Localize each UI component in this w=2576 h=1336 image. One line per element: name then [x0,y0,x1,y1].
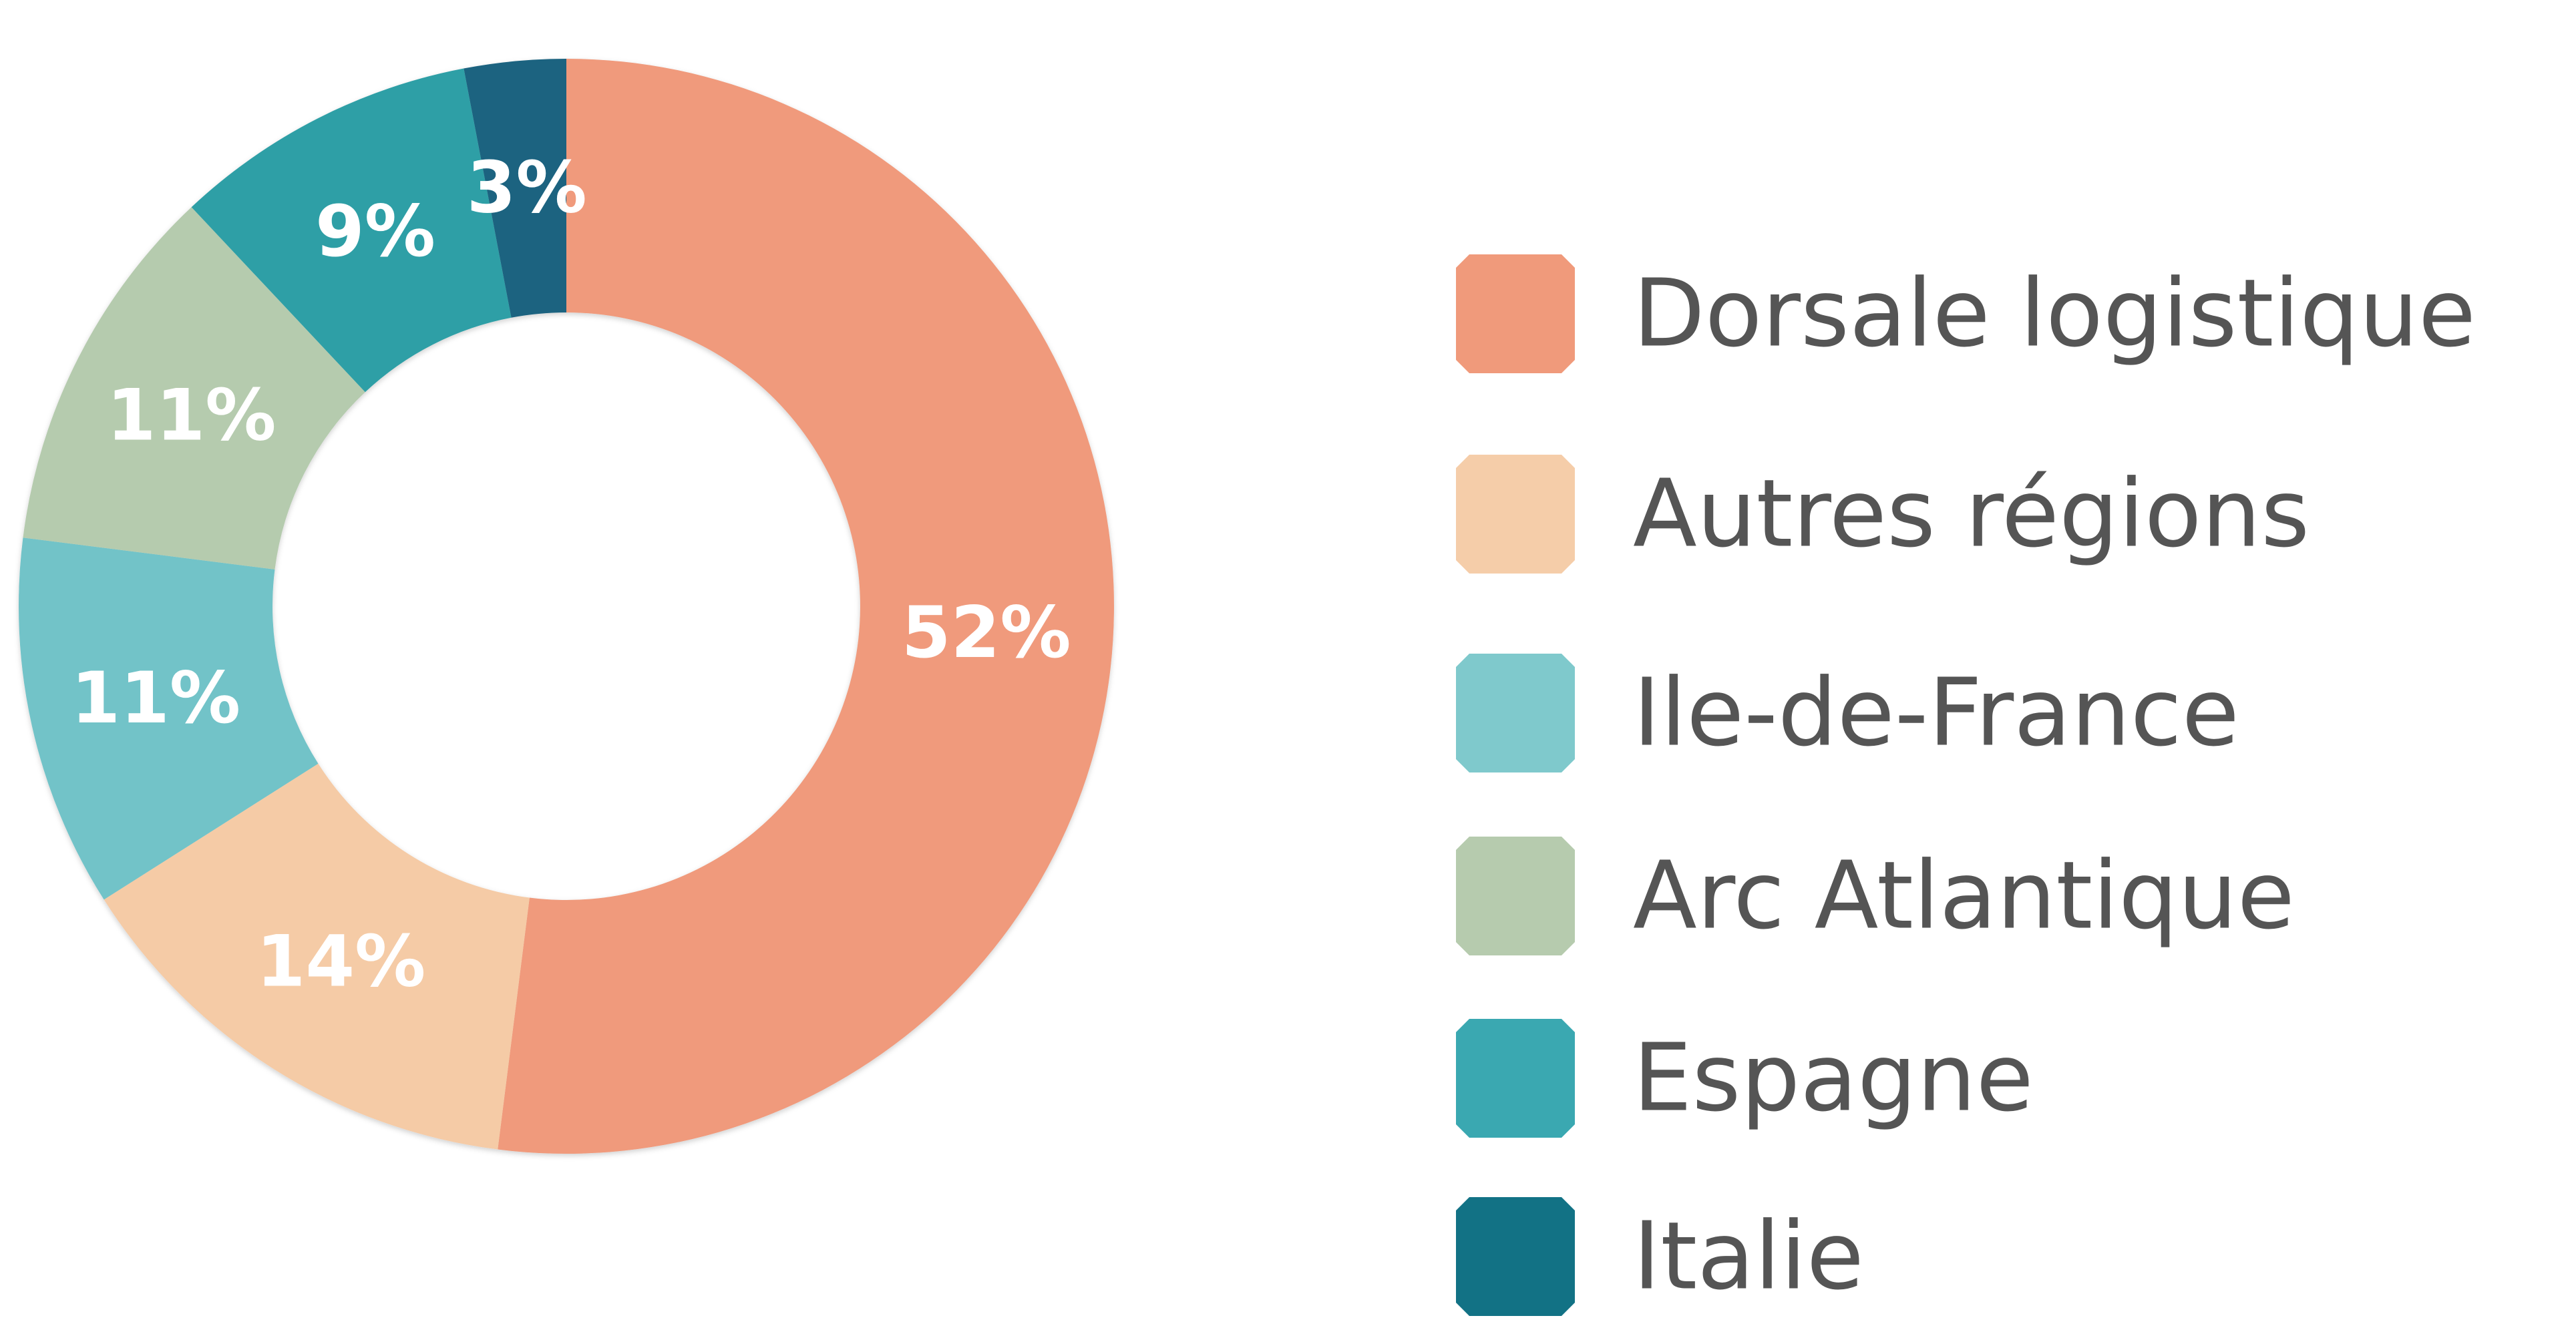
legend-label-ile-de-france: Ile-de-France [1633,659,2239,768]
donut-value-labels: 52% 14% 11% 11% 9% 3% [71,146,1071,1002]
slice-value-label: 14% [256,920,426,1002]
legend-swatch-espagne [1456,1019,1575,1138]
donut-slices [18,59,1114,1154]
slice-arc-atlantique [23,207,365,570]
slice-italie [464,59,566,318]
slice-dorsale-logistique [498,59,1114,1154]
legend-swatch-arc-atlantique [1456,837,1575,955]
slice-autres-regions [104,763,530,1150]
legend-swatch-dorsale-logistique [1456,254,1575,373]
legend-label-italie: Italie [1633,1202,1864,1311]
slice-espagne [191,68,512,393]
slice-value-label: 11% [71,657,240,739]
slice-value-label: 9% [315,190,435,272]
legend-swatch-autres-regions [1456,455,1575,574]
slice-value-label: 52% [902,592,1071,674]
slice-value-label: 3% [467,146,587,228]
legend-label-autres-regions: Autres régions [1633,460,2310,569]
legend: Dorsale logistique Autres régions Ile-de-F… [1456,254,2476,1316]
legend-swatch-ile-de-france [1456,654,1575,772]
legend-label-arc-atlantique: Arc Atlantique [1633,842,2295,951]
legend-label-dorsale-logistique: Dorsale logistique [1633,260,2476,369]
slice-ile-de-france [18,537,319,900]
legend-swatch-italie [1456,1197,1575,1316]
legend-label-espagne: Espagne [1633,1024,2034,1133]
slice-value-label: 11% [107,374,277,456]
